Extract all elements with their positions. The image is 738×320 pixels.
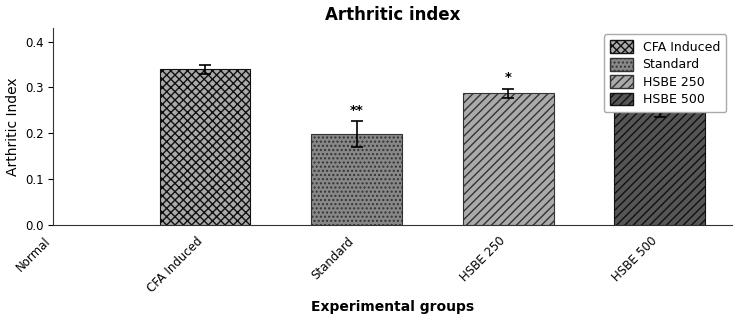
Text: **: ** [653,86,666,99]
Bar [463,93,554,225]
Bar [614,110,706,225]
Title: Arthritic index: Arthritic index [325,5,461,24]
Legend: CFA Induced, Standard, HSBE 250, HSBE 500: CFA Induced, Standard, HSBE 250, HSBE 50… [604,34,726,112]
Text: **: ** [350,104,363,117]
Text: *: * [505,71,511,84]
Bar [159,69,250,225]
Y-axis label: Arthritic Index: Arthritic Index [6,77,19,176]
Bar [311,134,402,225]
X-axis label: Experimental groups: Experimental groups [311,300,475,315]
